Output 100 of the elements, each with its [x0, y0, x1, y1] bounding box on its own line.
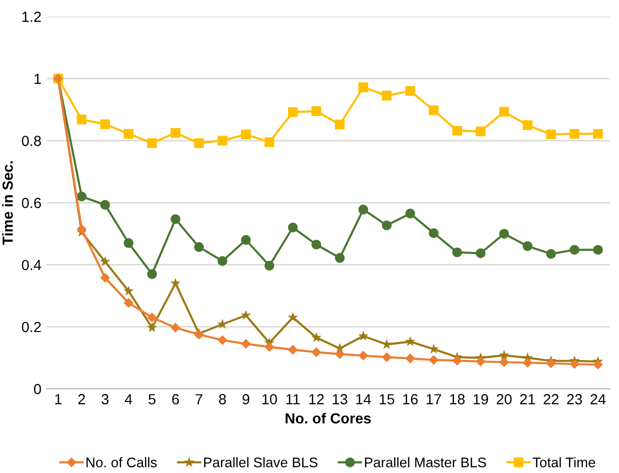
point: [499, 228, 509, 239]
point: [522, 358, 532, 368]
x-tick-label: 18: [450, 394, 465, 404]
x-tick-label: 21: [520, 394, 535, 404]
x-tick-label: 2: [78, 394, 85, 404]
point: [476, 356, 486, 366]
point: [311, 332, 322, 342]
x-tick-label: 17: [426, 394, 442, 404]
point: [593, 128, 603, 139]
x-tick-label: 4: [124, 394, 132, 404]
point: [100, 200, 110, 210]
point: [170, 322, 180, 333]
y-tick-label: 0.8: [22, 136, 41, 146]
x-tick-label: 20: [496, 394, 512, 404]
point: [382, 352, 392, 362]
point: [240, 310, 252, 320]
x-tick-label: 24: [590, 394, 606, 404]
x-tick-label: 7: [196, 394, 202, 404]
point: [358, 330, 369, 341]
x-tick-label: 6: [172, 394, 179, 404]
x-tick-label: 19: [474, 394, 488, 404]
point: [311, 240, 322, 250]
point: [218, 256, 228, 266]
point: [522, 241, 532, 251]
point: [476, 248, 486, 258]
point: [311, 106, 322, 116]
x-tick-label: 16: [403, 394, 418, 404]
point: [358, 350, 368, 361]
point: [124, 238, 134, 248]
point: [218, 136, 228, 146]
point: [194, 242, 204, 252]
y-tick-label: 0: [34, 384, 41, 394]
x-axis-title: No. of Cores: [286, 412, 371, 424]
x-tick-label: 10: [262, 394, 277, 404]
point: [358, 82, 368, 92]
point: [76, 192, 86, 202]
y-tick-label: 0.2: [22, 322, 41, 332]
point: [334, 120, 345, 130]
x-tick-label: 11: [286, 394, 300, 404]
point: [476, 126, 486, 136]
point: [405, 208, 416, 218]
point: [498, 350, 510, 360]
y-axis-title: Time in Sec.: [2, 161, 13, 245]
point: [264, 137, 274, 148]
point: [124, 298, 134, 308]
point: [76, 114, 86, 124]
x-tick-label: 8: [219, 394, 226, 404]
point: [288, 344, 298, 355]
legend-label: Parallel Master BLS: [365, 457, 486, 468]
legend-label: No. of Calls: [86, 457, 157, 468]
x-tick-label: 13: [332, 394, 348, 404]
point: [404, 336, 416, 346]
point: [76, 224, 87, 234]
legend-label: Parallel Slave BLS: [204, 457, 318, 468]
point: [546, 130, 556, 140]
point: [100, 256, 110, 266]
point: [499, 106, 509, 117]
x-tick-label: 22: [544, 394, 558, 404]
point: [170, 128, 180, 138]
point: [570, 244, 580, 255]
point: [217, 318, 228, 329]
point: [522, 120, 532, 130]
x-tick-label: 15: [380, 394, 394, 404]
point: [499, 357, 510, 368]
x-tick-label: 12: [309, 394, 324, 404]
point: [570, 359, 580, 369]
point: [593, 244, 603, 255]
point: [546, 358, 556, 368]
point: [593, 360, 603, 370]
point: [405, 353, 416, 364]
point: [452, 247, 462, 258]
legend-label: Total Time: [532, 457, 596, 468]
point: [147, 138, 157, 148]
point: [570, 128, 580, 139]
point: [405, 86, 416, 96]
y-tick-label: 0.4: [22, 260, 42, 270]
point: [428, 105, 439, 116]
y-tick-label: 1: [34, 74, 41, 84]
point: [546, 249, 556, 259]
point: [358, 204, 368, 214]
point: [428, 355, 439, 365]
point: [147, 269, 157, 279]
point: [147, 312, 157, 322]
x-tick-label: 9: [242, 394, 250, 404]
point: [288, 312, 298, 322]
x-tick-label: 5: [148, 394, 156, 404]
point: [382, 90, 392, 101]
point: [452, 126, 462, 136]
point: [123, 286, 134, 296]
point: [241, 130, 251, 140]
y-tick-label: 0.6: [22, 198, 41, 208]
point: [241, 338, 251, 349]
point: [146, 322, 158, 332]
point: [170, 278, 181, 288]
point: [241, 235, 251, 245]
point: [218, 335, 228, 346]
point: [170, 214, 180, 224]
point: [382, 220, 392, 230]
point: [124, 128, 134, 139]
point: [288, 222, 298, 232]
